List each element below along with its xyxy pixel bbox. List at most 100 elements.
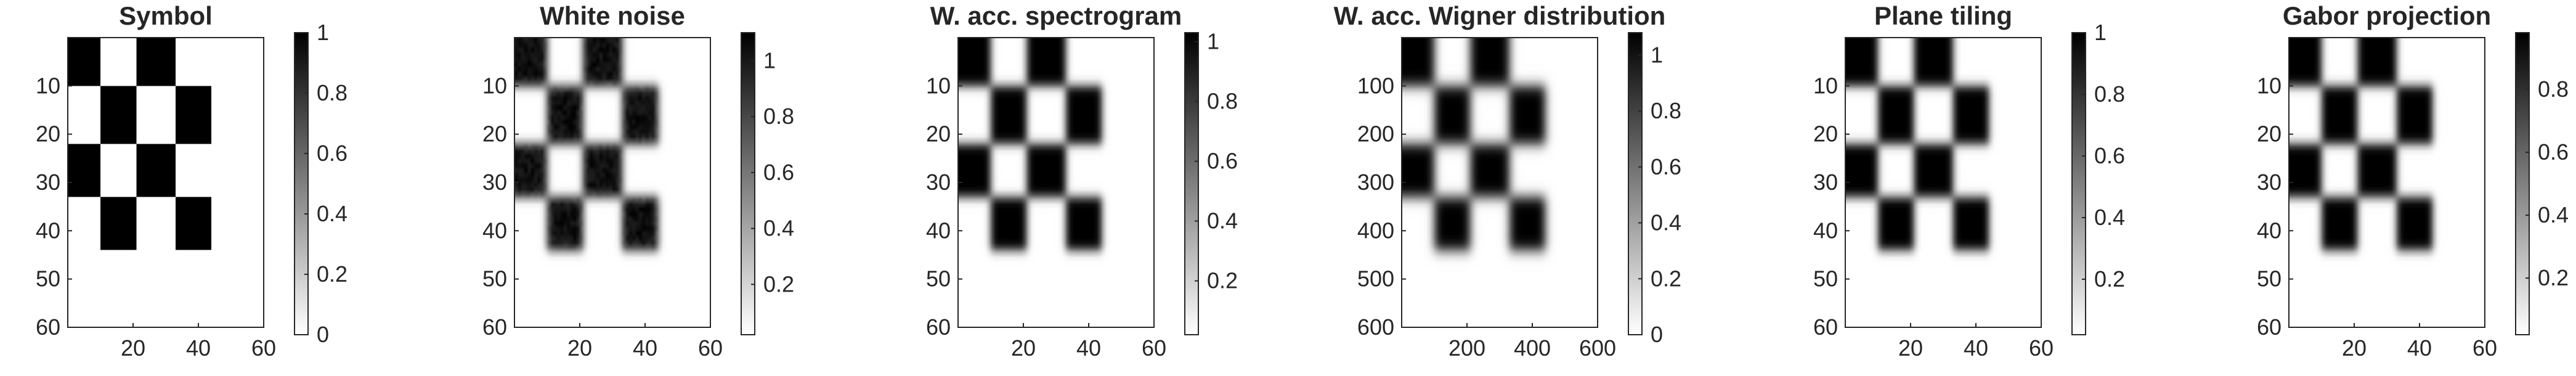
y-tick-label: 30 (482, 170, 507, 195)
colorbar-tick-label: 0.6 (1207, 149, 1238, 174)
panel-3: W. acc. spectrogram 20 40 60 10 20 30 40 50 60 0.2… (926, 1, 1238, 361)
y-tick-label: 30 (36, 170, 60, 195)
y-tick-label: 300 (1357, 170, 1394, 195)
x-tick-label: 60 (1142, 335, 1166, 361)
colorbar-tick-label: 0.2 (1651, 266, 1681, 291)
y-tick-label: 20 (926, 121, 951, 147)
y-tick-label: 30 (1813, 170, 1838, 195)
panel-title: W. acc. spectrogram (930, 1, 1182, 30)
colorbar-frame (1184, 32, 1199, 335)
y-tick-label: 100 (1357, 73, 1394, 98)
x-tick-label: 60 (2472, 335, 2497, 361)
y-tick-label: 20 (482, 121, 507, 147)
y-tick-label: 60 (2257, 314, 2281, 340)
colorbar-tick-label: 0.8 (1207, 89, 1238, 114)
x-tick-label: 20 (1011, 335, 1036, 361)
x-tick-label: 40 (2407, 335, 2432, 361)
colorbar (1185, 33, 1198, 335)
y-tick-label: 400 (1357, 218, 1394, 243)
colorbar-tick-label: 1 (1207, 29, 1219, 54)
heatmap-image (2289, 38, 2485, 327)
x-tick-label: 40 (186, 335, 211, 361)
y-tick-label: 50 (482, 266, 507, 292)
colorbar-tick-label: 0 (317, 322, 329, 347)
y-tick-label: 40 (36, 218, 60, 243)
x-tick-label: 40 (1076, 335, 1101, 361)
y-tick-label: 20 (2257, 121, 2281, 147)
y-tick-label: 10 (482, 73, 507, 98)
panel-1: Symbol 20 40 60 10 20 30 40 50 60 0 0.2 0.4 0.6 0.8 1 (36, 1, 347, 361)
y-tick-label: 40 (926, 218, 951, 243)
x-tick-label: 40 (633, 335, 657, 361)
heatmap-image (1845, 38, 2041, 327)
x-tick-label: 20 (2342, 335, 2367, 361)
colorbar-frame (294, 32, 309, 335)
y-tick-label: 60 (36, 314, 60, 340)
y-tick-label: 30 (926, 170, 951, 195)
colorbar-tick-label: 0.4 (763, 216, 794, 241)
y-tick-label: 10 (2257, 73, 2281, 98)
x-tick-label: 200 (1448, 335, 1485, 361)
y-tick-label: 10 (926, 73, 951, 98)
colorbar-tick-label: 0.4 (1651, 210, 1681, 235)
y-tick-label: 50 (926, 266, 951, 292)
heatmap-image (514, 38, 710, 327)
colorbar-tick-label: 0.8 (2538, 76, 2569, 102)
y-tick-label: 50 (1813, 266, 1838, 292)
x-tick-label: 20 (1898, 335, 1923, 361)
colorbar-tick-label: 1 (317, 20, 329, 45)
y-tick-label: 40 (1813, 218, 1838, 243)
colorbar-tick-label: 0.6 (763, 160, 794, 185)
panel-title: W. acc. Wigner distribution (1334, 1, 1666, 30)
panel-title: Symbol (119, 1, 213, 30)
colorbar-tick-label: 0.6 (1651, 154, 1681, 179)
y-tick-label: 10 (1813, 73, 1838, 98)
panel-title: Gabor projection (2283, 1, 2491, 30)
panel-title: Plane tiling (1874, 1, 2012, 30)
colorbar-tick-label: 0.4 (2094, 205, 2125, 230)
colorbar-tick-label: 0 (1651, 322, 1663, 347)
colorbar-frame (2515, 32, 2530, 335)
colorbar-tick-label: 0.6 (317, 141, 347, 166)
colorbar-tick-label: 0.4 (1207, 208, 1238, 234)
x-tick-label: 20 (121, 335, 145, 361)
colorbar-tick-label: 1 (2094, 20, 2107, 45)
x-tick-label: 600 (1579, 335, 1616, 361)
colorbar-tick-label: 0.8 (2094, 81, 2125, 107)
colorbar-tick-label: 0.2 (2538, 265, 2569, 290)
heatmap-image (958, 38, 1154, 327)
y-tick-label: 40 (2257, 218, 2281, 243)
y-tick-label: 200 (1357, 121, 1394, 147)
colorbar (2516, 33, 2529, 335)
panel-5: Plane tiling 20 40 60 10 20 30 40 50 60 0.2 0.4 0.6 0… (1813, 1, 2125, 361)
colorbar-frame (741, 32, 755, 335)
colorbar-frame (1628, 32, 1643, 335)
y-tick-label: 30 (2257, 170, 2281, 195)
colorbar-frame (2071, 32, 2086, 335)
colorbar-tick-label: 0.4 (2538, 202, 2569, 227)
colorbar-tick-label: 1 (763, 47, 776, 73)
x-tick-label: 60 (698, 335, 723, 361)
y-tick-label: 500 (1357, 266, 1394, 292)
panel-title: White noise (540, 1, 685, 30)
x-tick-label: 60 (2029, 335, 2054, 361)
y-tick-label: 60 (1813, 314, 1838, 340)
y-tick-label: 20 (36, 121, 60, 147)
x-tick-label: 20 (567, 335, 592, 361)
y-tick-label: 50 (36, 266, 60, 292)
colorbar-tick-label: 0.6 (2094, 143, 2125, 168)
heatmap-image (1402, 38, 1598, 327)
colorbar-tick-label: 0.8 (763, 104, 794, 129)
colorbar-tick-label: 0.2 (317, 261, 347, 287)
colorbar (295, 33, 308, 335)
colorbar-tick-label: 0.8 (317, 80, 347, 105)
x-tick-label: 40 (1964, 335, 1988, 361)
colorbar-tick-label: 0.2 (763, 271, 794, 296)
panel-2: White noise 20 40 60 10 20 30 40 50 60 0.2 0.4 0.6 0.… (482, 1, 794, 361)
colorbar-tick-label: 0.4 (317, 201, 347, 226)
y-tick-label: 600 (1357, 314, 1394, 340)
colorbar (2072, 33, 2086, 335)
y-tick-label: 60 (926, 314, 951, 340)
